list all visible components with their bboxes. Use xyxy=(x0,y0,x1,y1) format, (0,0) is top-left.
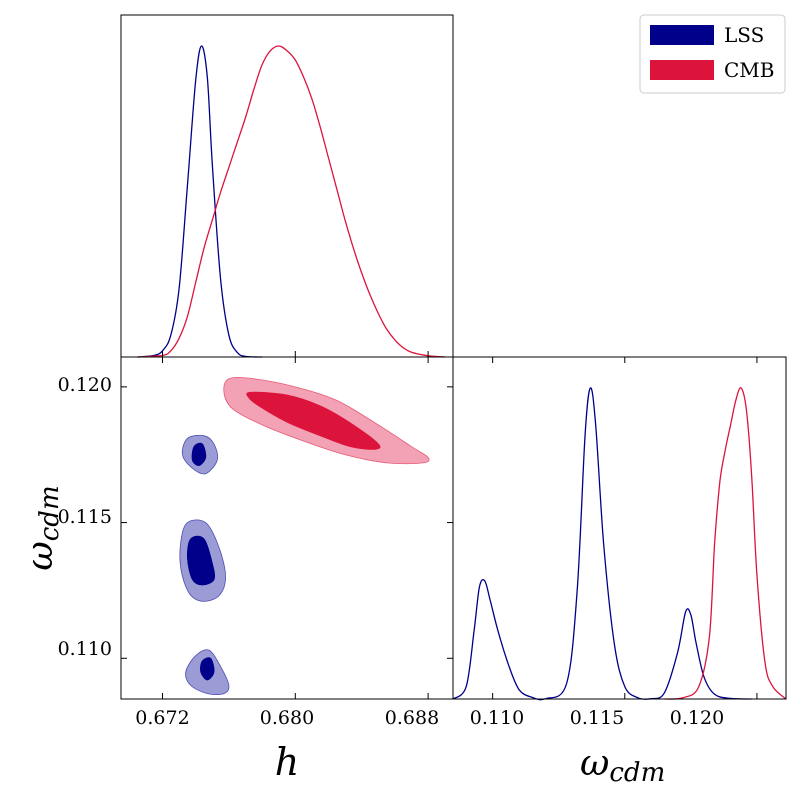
omega-y-tick-label: 0.110 xyxy=(58,638,112,660)
lss-contour-68 xyxy=(199,657,215,681)
omega-x-axis-label-main: ω xyxy=(580,743,609,784)
h-marginal-panel xyxy=(120,14,454,358)
lss-contour-68 xyxy=(191,442,207,467)
legend-swatch-lss xyxy=(650,25,714,45)
omega-y-axis-label: ωcdm xyxy=(20,485,65,570)
omega-x-axis-label-sub: cdm xyxy=(609,758,665,788)
legend-label-cmb: CMB xyxy=(724,58,774,82)
legend-label-lss: LSS xyxy=(724,23,764,47)
tick-layer xyxy=(121,351,758,699)
omega-x-axis-label: ωcdm xyxy=(580,743,665,788)
omega-y-axis-label-sub: cdm xyxy=(35,485,65,541)
curve-layer xyxy=(137,45,787,701)
omega-y-tick-label: 0.115 xyxy=(58,506,112,528)
omega-y-tick-label: 0.120 xyxy=(58,374,112,396)
omega-y-axis-label-group: ωcdm xyxy=(20,485,65,570)
lss-omega-pdf-line xyxy=(452,387,752,701)
omega-x-tick-label: 0.110 xyxy=(470,707,524,729)
contour-layer xyxy=(179,376,430,695)
lss-contour-68 xyxy=(186,535,216,586)
cmb-contour-68 xyxy=(246,391,381,450)
h-tick-label: 0.680 xyxy=(260,707,314,729)
cmb-h-pdf-line xyxy=(137,45,445,358)
omega-x-tick-label: 0.115 xyxy=(570,707,624,729)
omega-y-axis-label-main: ω xyxy=(20,541,61,570)
omega-x-tick-label: 0.120 xyxy=(670,707,724,729)
legend: LSS CMB xyxy=(639,14,786,94)
h-tick-label: 0.672 xyxy=(135,707,189,729)
h-axis-label: h xyxy=(275,740,299,784)
omega-marginal-panel xyxy=(452,356,787,700)
cmb-omega-pdf-line xyxy=(664,387,787,700)
h-tick-label: 0.688 xyxy=(385,707,439,729)
legend-swatch-cmb xyxy=(650,60,714,80)
lss-h-pdf-line xyxy=(137,45,263,358)
